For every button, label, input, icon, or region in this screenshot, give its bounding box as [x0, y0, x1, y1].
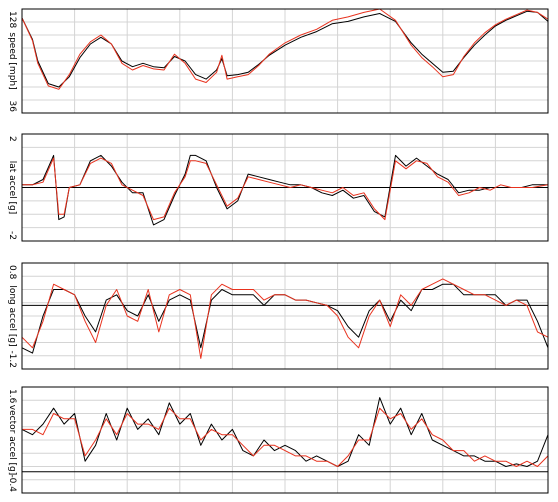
series-line-2 [22, 157, 549, 221]
plot-border [21, 133, 549, 242]
y-tick-max: 1.6 [7, 389, 17, 404]
plot-border [21, 386, 549, 494]
series-line-1 [22, 154, 548, 226]
series-line-2 [21, 278, 549, 359]
chart-panel-2: 2 -2 lat accel [g] [7, 133, 549, 242]
y-axis-label: lat accel [g] [7, 161, 17, 214]
chart-panel-3: 0.8 -1.2 long accel [g] [7, 262, 549, 370]
series-line-1 [21, 397, 549, 467]
series-line-2 [22, 407, 549, 467]
plot-border [21, 8, 549, 114]
y-axis-label: vector accel [g] [7, 405, 17, 475]
y-axis-label: long accel [g] [7, 285, 17, 346]
y-axis-label: speed [mph] [7, 32, 17, 89]
y-tick-max: 128 [7, 11, 17, 28]
y-tick-min: -0.4 [7, 474, 17, 492]
chart-panel-1: 128 36 speed [mph] [7, 8, 549, 114]
y-tick-min: -1.2 [7, 350, 17, 368]
y-tick-min: 36 [7, 101, 17, 113]
y-tick-max: 0.8 [7, 265, 17, 280]
plot-border [21, 262, 549, 370]
series-line-2 [21, 8, 549, 90]
y-tick-min: -2 [7, 231, 17, 240]
series-line-1 [21, 10, 549, 88]
y-tick-max: 2 [7, 136, 17, 142]
